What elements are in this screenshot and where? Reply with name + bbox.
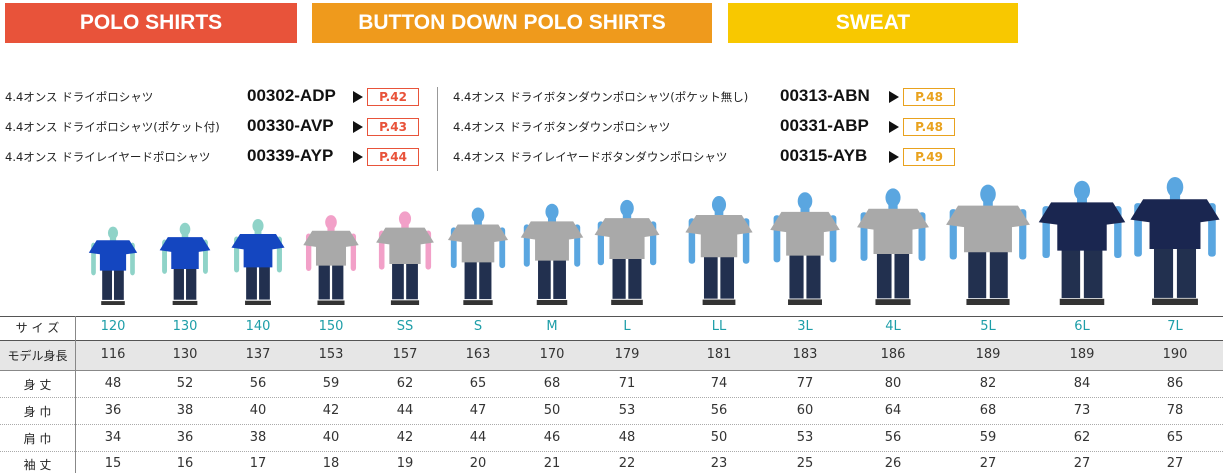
- cell: 86: [1140, 376, 1210, 391]
- cell: 84: [1047, 376, 1117, 391]
- cell: 38: [150, 403, 220, 418]
- size: 6L: [1047, 319, 1117, 334]
- cell: 186: [858, 347, 928, 362]
- size: 140: [223, 319, 293, 334]
- size: 120: [78, 319, 148, 334]
- row-label: 身 巾: [0, 403, 75, 420]
- cell: 48: [78, 376, 148, 391]
- cell: 56: [684, 403, 754, 418]
- model-figures: [0, 0, 1223, 310]
- cell: 62: [1047, 430, 1117, 445]
- cell: 27: [1047, 456, 1117, 471]
- cell: 153: [296, 347, 366, 362]
- cell: 183: [770, 347, 840, 362]
- row-label: 肩 巾: [0, 430, 75, 447]
- cell: 130: [150, 347, 220, 362]
- cell: 163: [443, 347, 513, 362]
- cell: 18: [296, 456, 366, 471]
- cell: 42: [370, 430, 440, 445]
- cell: 42: [296, 403, 366, 418]
- cell: 38: [223, 430, 293, 445]
- table-col-line: [75, 316, 76, 473]
- cell: 64: [858, 403, 928, 418]
- cell: 21: [517, 456, 587, 471]
- cell: 60: [770, 403, 840, 418]
- size: 3L: [770, 319, 840, 334]
- cell: 77: [770, 376, 840, 391]
- size: 130: [150, 319, 220, 334]
- cell: 16: [150, 456, 220, 471]
- cell: 116: [78, 347, 148, 362]
- cell: 17: [223, 456, 293, 471]
- cell: 68: [517, 376, 587, 391]
- page: POLO SHIRTSBUTTON DOWN POLO SHIRTSSWEAT4…: [0, 0, 1223, 473]
- size: 7L: [1140, 319, 1210, 334]
- cell: 36: [150, 430, 220, 445]
- cell: 59: [296, 376, 366, 391]
- cell: 56: [858, 430, 928, 445]
- cell: 65: [1140, 430, 1210, 445]
- cell: 189: [1047, 347, 1117, 362]
- cell: 44: [370, 403, 440, 418]
- cell: 53: [592, 403, 662, 418]
- cell: 50: [517, 403, 587, 418]
- cell: 73: [1047, 403, 1117, 418]
- cell: 190: [1140, 347, 1210, 362]
- cell: 40: [223, 403, 293, 418]
- cell: 19: [370, 456, 440, 471]
- cell: 65: [443, 376, 513, 391]
- size: S: [443, 319, 513, 334]
- cell: 71: [592, 376, 662, 391]
- row-label: モデル身長: [0, 347, 75, 364]
- cell: 179: [592, 347, 662, 362]
- cell: 157: [370, 347, 440, 362]
- cell: 53: [770, 430, 840, 445]
- cell: 62: [370, 376, 440, 391]
- size: M: [517, 319, 587, 334]
- cell: 48: [592, 430, 662, 445]
- row-label: 身 丈: [0, 376, 75, 393]
- size: SS: [370, 319, 440, 334]
- cell: 80: [858, 376, 928, 391]
- cell: 181: [684, 347, 754, 362]
- cell: 170: [517, 347, 587, 362]
- size-label: サ イ ズ: [0, 319, 75, 336]
- cell: 52: [150, 376, 220, 391]
- cell: 189: [953, 347, 1023, 362]
- cell: 34: [78, 430, 148, 445]
- cell: 137: [223, 347, 293, 362]
- row-sep: [0, 397, 1223, 398]
- size: 5L: [953, 319, 1023, 334]
- table-line: [0, 316, 1223, 317]
- cell: 46: [517, 430, 587, 445]
- cell: 36: [78, 403, 148, 418]
- cell: 78: [1140, 403, 1210, 418]
- table-line: [0, 340, 1223, 341]
- size: 4L: [858, 319, 928, 334]
- cell: 40: [296, 430, 366, 445]
- cell: 25: [770, 456, 840, 471]
- cell: 59: [953, 430, 1023, 445]
- cell: 56: [223, 376, 293, 391]
- row-sep: [0, 451, 1223, 452]
- size: LL: [684, 319, 754, 334]
- cell: 27: [1140, 456, 1210, 471]
- size: L: [592, 319, 662, 334]
- cell: 26: [858, 456, 928, 471]
- cell: 50: [684, 430, 754, 445]
- cell: 27: [953, 456, 1023, 471]
- cell: 15: [78, 456, 148, 471]
- cell: 22: [592, 456, 662, 471]
- cell: 47: [443, 403, 513, 418]
- cell: 20: [443, 456, 513, 471]
- row-sep: [0, 424, 1223, 425]
- cell: 74: [684, 376, 754, 391]
- row-label: 袖 丈: [0, 456, 75, 473]
- size: 150: [296, 319, 366, 334]
- cell: 68: [953, 403, 1023, 418]
- cell: 44: [443, 430, 513, 445]
- cell: 82: [953, 376, 1023, 391]
- table-line: [0, 370, 1223, 371]
- cell: 23: [684, 456, 754, 471]
